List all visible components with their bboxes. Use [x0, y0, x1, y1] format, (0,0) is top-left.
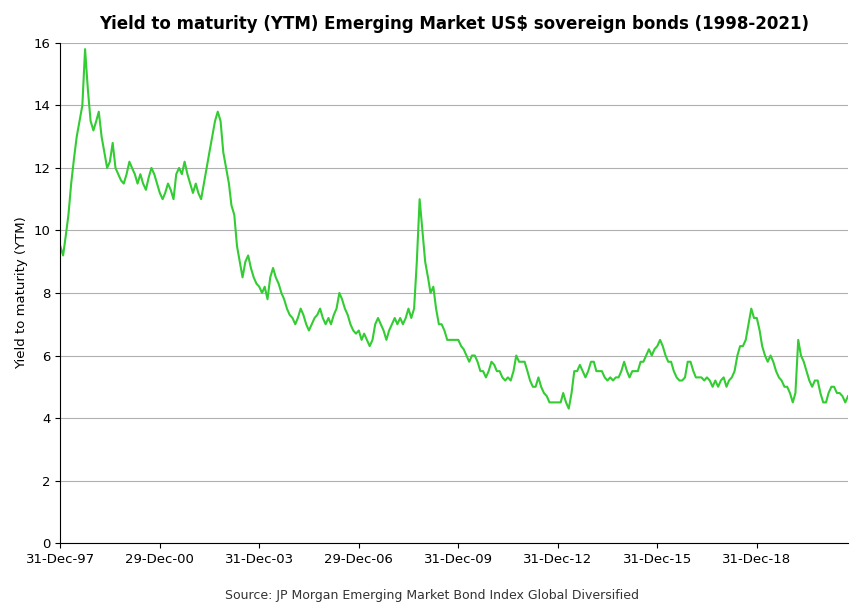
- Y-axis label: Yield to maturity (YTM): Yield to maturity (YTM): [15, 217, 28, 370]
- Text: Source: JP Morgan Emerging Market Bond Index Global Diversified: Source: JP Morgan Emerging Market Bond I…: [224, 589, 639, 602]
- Title: Yield to maturity (YTM) Emerging Market US$ sovereign bonds (1998-2021): Yield to maturity (YTM) Emerging Market …: [99, 15, 809, 33]
